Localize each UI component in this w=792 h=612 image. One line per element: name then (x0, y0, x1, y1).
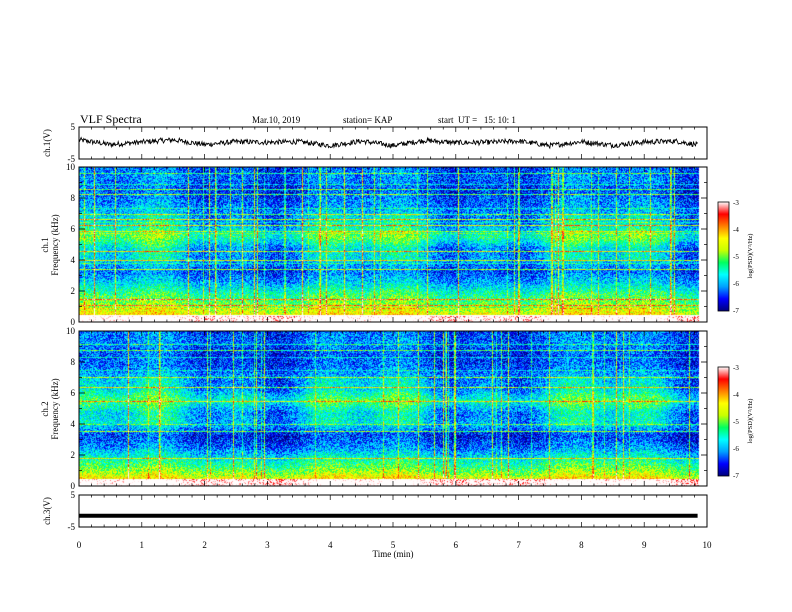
ch1-spectrogram-ticks: 0 2 4 6 8 10 (66, 162, 708, 327)
ch1-ytick-bottom: -5 (68, 154, 76, 164)
ch3-waveform-xticks (78, 495, 708, 527)
cbar1-tick-m6: -6 (733, 280, 739, 288)
y-tick-label: 0 (71, 317, 76, 327)
x-tick-label: 8 (579, 540, 584, 550)
cbar2-tick-m5: -5 (733, 418, 739, 426)
ch2-frequency-ylabel: Frequency (kHz) (50, 378, 60, 439)
cbar1-tick-m3: -3 (733, 199, 739, 207)
y-tick-label: 6 (71, 388, 76, 398)
cbar1-tick-m7: -7 (733, 307, 739, 315)
ch1-spectrogram-ylabel: ch.1 (40, 237, 50, 252)
x-tick-label: 4 (328, 540, 333, 550)
ch1-colorbar-scale (717, 201, 730, 312)
time-axis-ticklabels: 0 1 2 3 4 5 6 7 8 9 10 (77, 540, 712, 550)
cbar2-label: log(PSD)(V²/Hz) (747, 399, 754, 444)
y-tick-label: 8 (71, 357, 76, 367)
ch3-ytick-bottom: -5 (68, 522, 76, 532)
ch1-frequency-ylabel: Frequency (kHz) (50, 214, 60, 275)
x-tick-label: 10 (703, 540, 713, 550)
cbar2-tick-m7: -7 (733, 472, 739, 480)
ch3-ytick-top: 5 (71, 490, 76, 500)
ch1-waveform-panel: 5 -5 ch.1(V) (42, 122, 708, 164)
ch2-spectrogram-ylabel: ch.2 (40, 401, 50, 416)
y-tick-label: 0 (71, 481, 76, 491)
ch3-waveform-ylabel: ch.3(V) (42, 497, 52, 525)
figure-title: VLF Spectra (80, 112, 142, 126)
x-tick-label: 2 (202, 540, 207, 550)
y-tick-label: 2 (71, 450, 76, 460)
y-tick-label: 4 (71, 419, 76, 429)
x-tick-label: 6 (454, 540, 459, 550)
start-time-label: start UT = 15: 10: 1 (438, 115, 516, 125)
ch1-waveform-line (78, 136, 698, 150)
ch1-spectrogram-panel: 0 2 4 6 8 10 ch.1 Frequency (kHz) (40, 162, 708, 327)
x-tick-label: 1 (140, 540, 145, 550)
ch1-waveform-ylabel: ch.1(V) (42, 129, 52, 157)
x-tick-label: 5 (391, 540, 396, 550)
cbar2-tick-m6: -6 (733, 445, 739, 453)
cbar1-tick-m5: -5 (733, 253, 739, 261)
date-label: Mar.10, 2019 (252, 115, 301, 125)
ch2-spectrogram-ticks: 0 2 4 6 8 10 (66, 326, 708, 491)
ch1-spectrogram-image (79, 167, 707, 322)
x-tick-label: 7 (516, 540, 521, 550)
cbar1-tick-m4: -4 (733, 226, 739, 234)
time-axis-label: Time (min) (373, 549, 414, 559)
cbar2-tick-m3: -3 (733, 364, 739, 372)
x-tick-label: 9 (642, 540, 647, 550)
x-tick-label: 0 (77, 540, 82, 550)
station-label: station= KAP (343, 115, 392, 125)
ch2-spectrogram-image (79, 331, 707, 486)
cbar1-label: log(PSD)(V²/Hz) (747, 234, 754, 279)
y-tick-label: 10 (66, 162, 76, 172)
y-tick-label: 10 (66, 326, 76, 336)
ch1-ytick-top: 5 (71, 122, 76, 132)
cbar2-tick-m4: -4 (733, 391, 739, 399)
y-tick-label: 4 (71, 255, 76, 265)
ch2-spectrogram-panel: 0 2 4 6 8 10 ch.2 Frequency (kHz) (40, 326, 708, 491)
y-tick-label: 8 (71, 193, 76, 203)
ch3-waveform-panel: 5 -5 ch.3(V) (42, 490, 708, 532)
ch1-waveform-xticks (78, 127, 708, 159)
ch1-colorbar: -3 -4 -5 -6 -7 log(PSD)(V²/Hz) (717, 199, 754, 315)
ch2-colorbar-scale (717, 366, 730, 477)
y-tick-label: 6 (71, 224, 76, 234)
ch2-colorbar: -3 -4 -5 -6 -7 log(PSD)(V²/Hz) (717, 364, 754, 480)
y-tick-label: 2 (71, 286, 76, 296)
x-tick-label: 3 (265, 540, 270, 550)
